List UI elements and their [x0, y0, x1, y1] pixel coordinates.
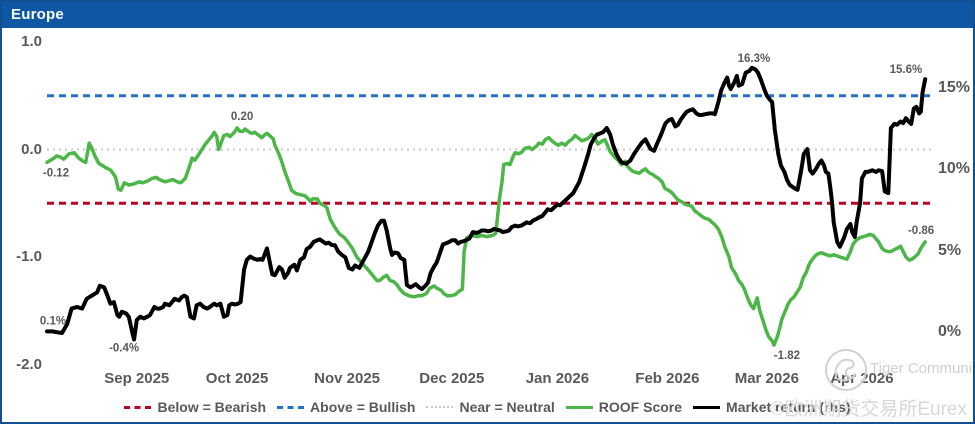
right-axis-tick: 0%: [938, 323, 962, 340]
legend-label: Below = Bearish: [157, 399, 267, 415]
data-label: -0.4%: [109, 343, 139, 355]
x-axis-tick: Dec 2025: [419, 370, 485, 387]
legend-item: Below = Bearish: [124, 399, 266, 415]
x-axis-tick: Sep 2025: [104, 370, 170, 387]
x-axis-tick: Jan 2026: [525, 370, 590, 387]
legend-line-sample: [565, 405, 593, 409]
data-label: -0.12: [43, 167, 69, 179]
legend-item: Near = Neutral: [426, 399, 555, 415]
legend-label: ROOF Score: [598, 399, 683, 415]
legend-item: ROOF Score: [565, 399, 683, 415]
legend-line-sample: [277, 405, 305, 409]
data-label: 0.20: [231, 111, 253, 123]
legend-line-sample: [124, 405, 152, 409]
chart-title-bar: Europe: [2, 2, 973, 28]
right-axis-tick: 10%: [938, 160, 971, 178]
legend-label: Above = Bullish: [310, 399, 416, 415]
legend-label: Near = Neutral: [459, 399, 555, 415]
data-label: 16.3%: [738, 53, 771, 65]
legend-line-sample: [426, 406, 454, 408]
chart-legend: Below = Bearish Above = Bullish Near = Neu…: [2, 397, 973, 417]
x-axis-tick: Nov 2025: [314, 370, 381, 387]
right-axis-tick: 15%: [938, 78, 971, 96]
right-axis-tick: 5%: [938, 241, 962, 259]
market-return-rhs--line: [45, 65, 928, 342]
left-axis-tick: 0.0: [21, 140, 42, 158]
legend-item: Above = Bullish: [277, 399, 415, 415]
x-axis-tick: Feb 2026: [635, 370, 700, 387]
x-axis-tick: Mar 2026: [734, 370, 799, 387]
data-label: -0.86: [908, 225, 934, 237]
left-axis-tick: -1.0: [16, 248, 42, 265]
left-axis-tick: -2.0: [16, 355, 42, 373]
legend-line-sample: [693, 405, 721, 409]
x-axis-tick: Apr 2026: [830, 370, 894, 387]
left-axis-tick: 1.0: [21, 33, 42, 50]
x-axis-tick: Oct 2025: [205, 370, 269, 387]
roof-score-line: [45, 126, 927, 347]
data-label: 0.1%: [40, 315, 66, 327]
legend-label: Market return (rhs): [726, 399, 851, 415]
legend-item: Market return (rhs): [693, 399, 851, 415]
data-label: -1.82: [774, 350, 800, 362]
data-label: 15.6%: [890, 64, 923, 76]
chart-title: Europe: [11, 6, 64, 23]
